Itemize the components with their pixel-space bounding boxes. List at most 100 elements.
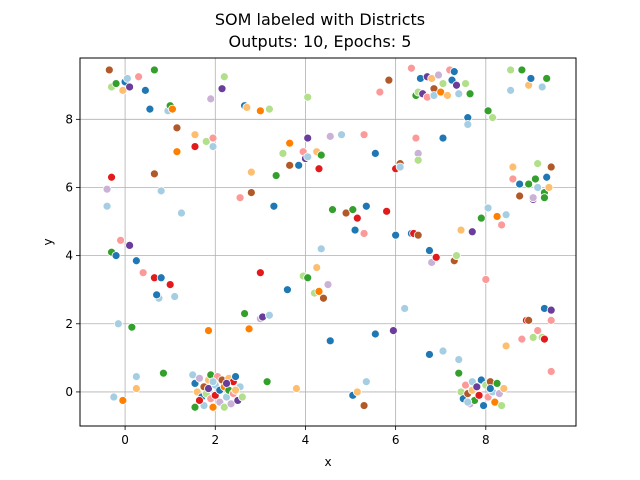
data-point [195,373,204,383]
data-point [140,85,150,95]
data-point [323,280,333,289]
x-tick-label: 4 [302,433,310,447]
data-point [246,188,256,197]
data-point [352,387,362,397]
chart-title: SOM labeled with Districts [214,10,426,29]
data-point [361,201,371,211]
data-point [350,225,360,235]
data-point [382,206,392,216]
data-point [472,382,482,392]
data-point [348,205,358,215]
data-point [109,392,119,402]
data-point [111,251,121,261]
data-points [102,63,556,412]
data-point [497,401,507,410]
data-point [149,65,159,75]
data-point [465,89,475,99]
data-point [303,152,313,162]
data-point [359,401,369,410]
data-point [204,326,213,335]
data-point [285,138,295,148]
data-point [102,184,112,194]
data-point [190,130,200,140]
x-tick-label: 0 [121,433,129,447]
data-point [328,205,337,215]
data-point [208,377,218,387]
data-point [131,372,141,381]
data-point [540,193,549,203]
data-point [497,220,507,230]
data-point [528,333,538,342]
data-point [125,241,135,250]
data-point [177,208,186,218]
data-point [443,91,452,100]
data-point [231,385,240,395]
data-point [231,372,240,381]
data-point [237,392,247,402]
y-axis-label: y [41,238,55,245]
data-point [122,74,132,83]
data-point [528,193,538,203]
data-point [165,280,175,289]
data-point [138,268,148,278]
data-point [488,113,497,123]
data-point [159,368,168,378]
data-point [352,213,362,223]
data-point [131,256,141,266]
data-point [149,169,159,179]
data-point [438,133,448,143]
data-point [370,149,380,158]
data-point [303,273,313,283]
data-point [190,142,200,151]
data-point [337,130,346,140]
data-point [325,131,335,141]
data-point [168,104,177,114]
data-point [255,268,265,278]
data-point [319,293,328,303]
data-point [208,142,218,151]
data-point [463,120,473,129]
data-point [492,379,502,388]
data-point [292,384,301,393]
data-point [508,162,518,172]
data-point [235,193,245,203]
data-point [222,379,231,388]
data-point [517,65,527,75]
data-point [156,273,166,283]
data-point [533,326,543,335]
data-point [127,322,137,332]
data-point [208,402,218,412]
data-point [524,315,534,325]
data-point [217,84,227,94]
data-point [388,326,398,335]
data-point [145,104,155,114]
data-point [395,162,405,172]
data-point [125,82,135,92]
data-point [467,227,477,237]
data-point [461,79,470,88]
data-point [303,92,313,102]
data-point [413,230,423,240]
data-point [438,346,448,356]
data-point [375,87,385,97]
data-point [483,203,493,213]
data-point [242,103,252,112]
data-point [285,160,295,170]
data-point [264,104,274,114]
data-point [546,162,556,172]
data-point [303,133,313,143]
data-point [537,82,547,92]
data-point [481,275,491,284]
data-point [452,80,461,90]
data-point [190,402,200,412]
data-point [546,305,556,315]
data-point [546,315,556,325]
y-tick-label: 6 [65,180,73,194]
data-point [476,213,486,223]
data-point [501,341,511,351]
data-point [172,147,182,157]
data-point [508,174,518,184]
data-point [195,396,204,405]
y-tick-label: 4 [65,249,73,263]
